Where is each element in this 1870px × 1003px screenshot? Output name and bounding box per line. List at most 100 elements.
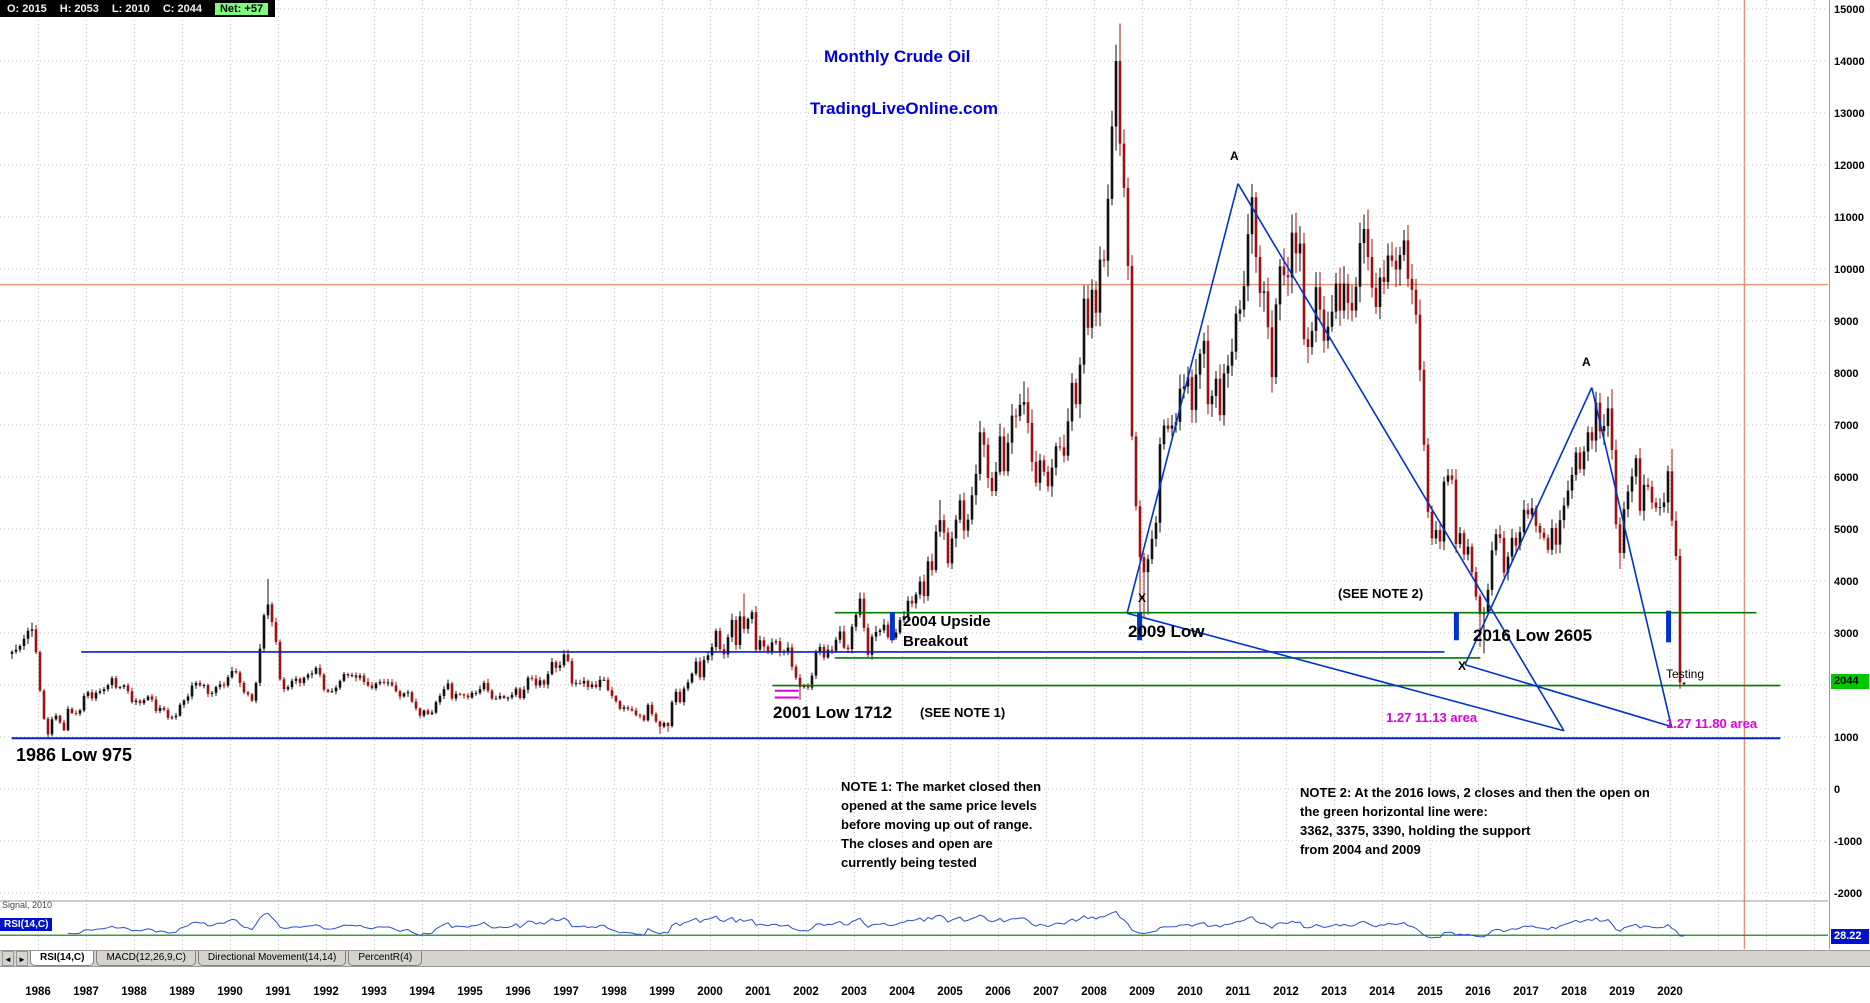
year-label: 2004	[889, 986, 915, 998]
candle-body	[450, 683, 454, 699]
candle-body	[946, 532, 950, 564]
tab-percentr[interactable]: PercentR(4)	[348, 951, 423, 966]
candle-body	[1430, 511, 1434, 539]
candle-body	[994, 471, 998, 492]
rsi-pane-label: RSI(14,C)	[0, 918, 53, 931]
candle-body	[294, 678, 298, 681]
candle-body	[934, 531, 938, 571]
candle-body	[830, 649, 834, 651]
candle-body	[1526, 509, 1530, 515]
year-label: 2018	[1561, 986, 1587, 998]
candle-body	[1642, 484, 1646, 511]
candle-body	[966, 519, 970, 531]
candle-body	[1490, 550, 1494, 590]
candle-body	[474, 692, 478, 694]
candle-body	[446, 683, 450, 690]
candle-body	[110, 678, 114, 685]
tab-scroll-left-icon[interactable]: ◄	[2, 951, 14, 966]
candle-body	[194, 682, 198, 686]
note-2-block: NOTE 2: At the 2016 lows, 2 closes and t…	[1300, 785, 1650, 857]
candle-body	[510, 694, 514, 698]
candle-body	[1206, 340, 1210, 405]
candle-body	[1274, 304, 1278, 378]
candle-body	[1078, 364, 1082, 405]
candle-body	[1330, 311, 1334, 327]
tab-scroll-right-icon[interactable]: ►	[16, 951, 28, 966]
candle-body	[694, 661, 698, 674]
candle-body	[718, 630, 722, 650]
annotation-2004-breakout: 2004 Upside Breakout	[903, 613, 991, 650]
signal-label: Signal, 2010	[2, 900, 53, 910]
annotation-testing: Testing	[1666, 667, 1705, 681]
candle-body	[62, 722, 66, 731]
candle-body	[338, 680, 342, 688]
candle-body	[1650, 486, 1654, 503]
pattern-line[interactable]	[1464, 387, 1593, 666]
candle-body	[670, 702, 674, 727]
candle-body	[1390, 255, 1394, 261]
candle-body	[398, 691, 402, 697]
candle-body	[582, 680, 586, 684]
candle-body	[1074, 382, 1078, 405]
candle-body	[142, 700, 146, 704]
price-tick-label: 9000	[1834, 316, 1858, 328]
candle-body	[794, 666, 798, 678]
candle-body	[302, 677, 306, 683]
annotation-2016-low: 2016 Low 2605	[1473, 626, 1593, 645]
candle-body	[554, 662, 558, 668]
tab-macd[interactable]: MACD(12,26,9,C)	[96, 951, 196, 966]
candle-body	[354, 675, 358, 678]
candle-body	[1662, 502, 1666, 508]
candle-body	[1562, 505, 1566, 521]
pattern-line[interactable]	[1237, 183, 1565, 732]
candle-body	[1018, 404, 1022, 417]
year-label: 2009	[1129, 986, 1155, 998]
candle-body	[1534, 508, 1538, 526]
candle-body	[1290, 232, 1294, 278]
candle-body	[1138, 506, 1142, 558]
candle-body	[1098, 259, 1102, 313]
tab-directional-movement[interactable]: Directional Movement(14,14)	[197, 951, 347, 966]
candle-body	[118, 687, 122, 689]
annotation-fib-target-1180: 1.27 11.80 area	[1666, 716, 1758, 731]
candle-body	[538, 680, 542, 686]
candle-body	[1626, 491, 1630, 510]
candle-body	[806, 685, 810, 688]
candle-body	[442, 689, 446, 696]
pattern-line[interactable]	[1464, 663, 1672, 728]
year-label: 1998	[601, 986, 627, 998]
candle-body	[1462, 533, 1466, 555]
candle-body	[38, 652, 42, 691]
candle-body	[214, 687, 218, 693]
candle-body	[106, 685, 110, 690]
candle-body	[1210, 395, 1214, 405]
candle-body	[90, 692, 94, 699]
annotation-1986-low: 1986 Low 975	[16, 745, 133, 765]
candle-body	[222, 684, 226, 686]
candle-body	[586, 680, 590, 688]
candle-body	[282, 679, 286, 690]
candle-body	[818, 647, 822, 652]
candle-body	[1294, 232, 1298, 254]
pattern-line[interactable]	[1126, 183, 1239, 614]
candle-body	[1410, 278, 1414, 290]
candle-body	[466, 695, 470, 698]
candle-body	[810, 675, 814, 688]
candle-body	[1618, 524, 1622, 553]
candle-body	[950, 538, 954, 564]
candle-body	[246, 692, 250, 695]
candle-body	[666, 722, 670, 727]
candle-body	[42, 690, 46, 719]
candle-body	[1090, 289, 1094, 328]
candle-body	[814, 651, 818, 676]
candle-body	[1382, 277, 1386, 282]
candle-body	[1246, 234, 1250, 287]
pattern-line[interactable]	[1126, 612, 1565, 732]
pattern-line[interactable]	[1590, 387, 1673, 727]
candle-body	[1182, 386, 1186, 389]
candle-body	[1446, 475, 1450, 482]
tab-rsi[interactable]: RSI(14,C)	[30, 951, 95, 966]
candle-body	[522, 689, 526, 698]
candle-body	[658, 721, 662, 727]
